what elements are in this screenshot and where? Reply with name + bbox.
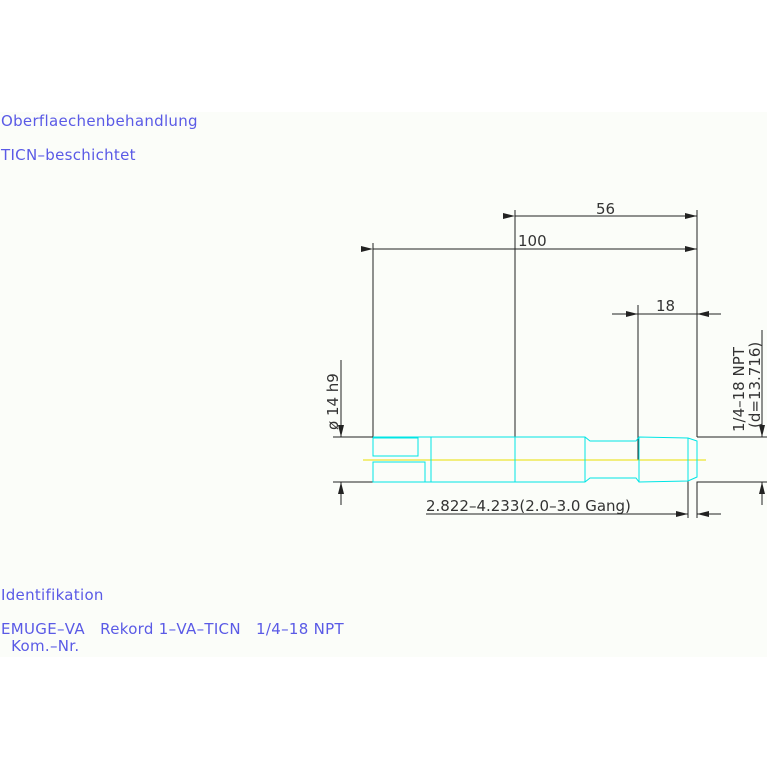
commission-number-label: Kom.–Nr. <box>1 637 80 655</box>
dim-56-label: 56 <box>596 200 615 218</box>
identification-heading: Identifikation <box>1 586 104 604</box>
dim-100-label: 100 <box>518 232 547 250</box>
dim-18-label: 18 <box>656 297 675 315</box>
surface-treatment-heading: Oberflaechenbehandlung <box>1 112 198 130</box>
core-hole-label: 2.822–4.233(2.0–3.0 Gang) <box>426 497 631 515</box>
surface-treatment-value: TICN–beschichtet <box>1 146 136 164</box>
dimension-lines <box>333 210 767 518</box>
thread-size-label: 1/4–18 NPT <box>730 346 748 432</box>
diameter-label: ø 14 h9 <box>324 373 342 430</box>
tap-outline <box>372 436 698 483</box>
drawing-sheet <box>0 112 767 657</box>
thread-diameter-label: (d=13.716) <box>746 342 764 428</box>
identification-value: EMUGE–VA Rekord 1–VA–TICN 1/4–18 NPT <box>1 620 344 638</box>
